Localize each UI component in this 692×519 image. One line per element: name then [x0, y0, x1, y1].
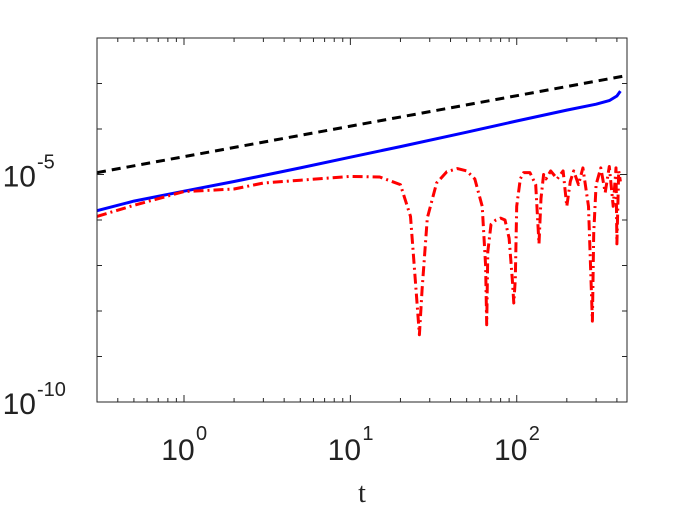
x-axis-label: t: [358, 478, 366, 509]
x-tick-exponent: 2: [529, 423, 540, 445]
plot-background: [97, 38, 627, 402]
series-layer: [97, 74, 627, 337]
y-tick-exponent: -5: [37, 152, 55, 174]
x-tick-exponent: 0: [196, 423, 207, 445]
y-tick-label: 10: [3, 161, 36, 194]
y-tick-exponent: -10: [37, 379, 66, 401]
x-tick-label: 10: [494, 434, 527, 467]
x-tick-exponent: 1: [362, 423, 373, 445]
tick-marks: [96, 37, 627, 403]
blue-solid-series-line: [97, 90, 622, 213]
x-tick-label: 10: [161, 434, 194, 467]
y-tick-label: 10: [3, 388, 36, 421]
x-tick-labels: 10 0 10 1 10 2: [161, 423, 540, 467]
x-tick-label: 10: [328, 434, 361, 467]
red-dashdot-series-line: [97, 165, 622, 337]
